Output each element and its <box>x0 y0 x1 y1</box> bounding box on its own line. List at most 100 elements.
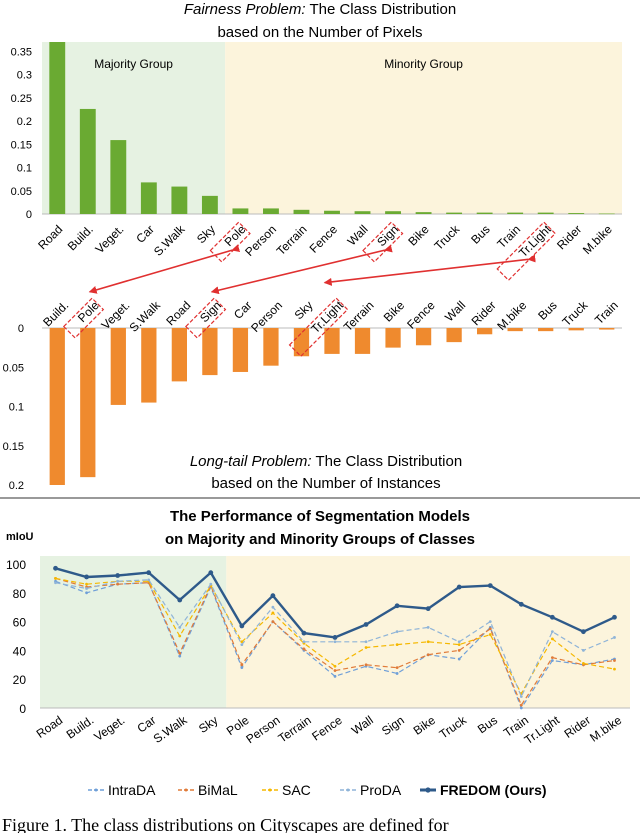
majority-group-region <box>40 556 227 708</box>
perf-x-label-terrain: Terrain <box>276 713 314 746</box>
instance-x-label-train: Train <box>592 298 621 327</box>
perf-x-label-m-bike: M.bike <box>587 713 624 745</box>
series-point-proda <box>240 643 244 647</box>
series-point-sac <box>54 577 57 580</box>
pixel-x-label-person: Person <box>242 222 279 259</box>
instance-bar-fence <box>415 328 432 346</box>
link-pole <box>88 244 241 294</box>
series-point-sac <box>457 643 461 647</box>
pixel-y-tick: 0.3 <box>17 70 32 82</box>
series-point-proda <box>54 581 57 585</box>
instance-chart-subtitle: based on the Number of Instances <box>211 475 440 492</box>
perf-x-label-s-walk: S.Walk <box>151 712 191 746</box>
pixel-y-tick: 0.2 <box>17 116 32 128</box>
series-point-fredom <box>487 583 493 588</box>
instance-bar-build <box>49 328 65 485</box>
pixel-bar-car <box>140 182 157 214</box>
series-point-fredom <box>84 574 89 580</box>
series-point-bimal <box>519 703 523 707</box>
instance-bar-veget <box>110 328 126 405</box>
perf-x-label-veget: Veget. <box>91 713 127 744</box>
series-point-fredom <box>239 623 245 629</box>
pixel-bar-sign <box>385 211 401 214</box>
perf-x-label-fence: Fence <box>309 713 345 744</box>
pixel-bar-tr-light <box>537 212 554 214</box>
series-point-proda <box>426 625 430 629</box>
pixel-y-tick: 0.05 <box>11 186 32 198</box>
series-point-sac <box>426 640 430 644</box>
pixel-x-label-s-walk: S.Walk <box>151 222 188 259</box>
pixel-x-label-m-bike: M.bike <box>580 222 615 257</box>
legend-marker-proda <box>346 788 350 792</box>
series-point-fredom <box>53 565 58 571</box>
legend-marker-fredom <box>425 787 431 793</box>
perf-x-label-sky: Sky <box>196 713 220 736</box>
series-point-intrada <box>550 659 554 662</box>
instance-bar-pole <box>80 328 96 478</box>
instance-x-label-truck: Truck <box>560 298 592 330</box>
legend-marker-bimal <box>184 788 188 792</box>
link-tr-light <box>323 254 536 286</box>
legend-label-intrada: IntraDA <box>108 782 156 798</box>
perf-x-label-sign: Sign <box>379 713 407 738</box>
series-point-bimal <box>302 647 306 651</box>
perf-y-tick: 40 <box>13 644 27 658</box>
pixel-bar-person <box>263 208 279 214</box>
series-point-proda <box>488 620 492 623</box>
pixel-y-tick: 0.1 <box>17 163 32 175</box>
highlight-box-tr-light <box>288 297 349 358</box>
pixel-bar-s-walk <box>171 186 188 214</box>
series-point-proda <box>582 649 585 652</box>
series-point-bimal <box>395 666 399 670</box>
pixel-bar-veget <box>110 140 127 214</box>
series-point-proda <box>178 625 182 629</box>
series-point-proda <box>302 640 306 644</box>
series-point-bimal <box>240 663 244 667</box>
series-point-proda <box>271 605 275 609</box>
instance-x-label-fence: Fence <box>404 298 438 332</box>
pixel-bar-pole <box>232 208 249 214</box>
series-point-proda <box>457 640 461 644</box>
series-point-fredom <box>146 570 152 576</box>
series-point-sac <box>550 637 554 641</box>
pixel-bar-terrain <box>293 209 310 214</box>
pixel-chart-title: Fairness Problem: The Class Distribution <box>184 1 456 18</box>
perf-x-label-bus: Bus <box>475 713 500 736</box>
series-point-bimal <box>457 649 461 652</box>
instance-bar-road <box>171 328 187 382</box>
series-point-fredom <box>332 635 338 640</box>
pixel-bar-wall <box>354 211 371 214</box>
instance-x-label-sky: Sky <box>292 298 316 322</box>
pixel-bar-rider <box>568 213 585 214</box>
perf-x-label-tr-light: Tr.Light <box>522 713 563 748</box>
series-point-bimal <box>550 656 554 659</box>
perf-y-tick: 60 <box>13 616 27 630</box>
perf-x-label-road: Road <box>34 713 66 741</box>
series-point-intrada <box>457 657 461 661</box>
pixel-y-tick: 0 <box>26 209 32 221</box>
instance-bar-sign <box>202 328 218 376</box>
series-point-sac <box>85 582 88 586</box>
instance-bar-tr-light <box>324 328 340 354</box>
legend-label-fredom: FREDOM (Ours) <box>440 782 547 798</box>
series-point-fredom <box>581 629 586 635</box>
series-point-fredom <box>177 597 183 603</box>
instance-x-label-bike: Bike <box>381 298 408 325</box>
pixel-y-tick: 0.15 <box>11 139 32 151</box>
perf-y-tick: 20 <box>13 673 27 687</box>
series-point-intrada <box>85 591 88 595</box>
instance-bar-s-walk <box>141 328 157 403</box>
series-point-proda <box>364 640 368 644</box>
series-point-bimal <box>364 663 368 667</box>
series-point-bimal <box>116 582 120 586</box>
series-point-intrada <box>333 674 337 678</box>
legend-marker-intrada <box>94 788 98 792</box>
series-point-proda <box>395 630 399 634</box>
pixel-x-label-build: Build. <box>65 222 96 253</box>
series-point-sac <box>333 664 337 668</box>
instance-x-label-build: Build. <box>40 298 71 329</box>
series-point-fredom <box>425 606 431 612</box>
link-sign <box>210 244 393 295</box>
legend-marker-sac <box>268 788 272 792</box>
